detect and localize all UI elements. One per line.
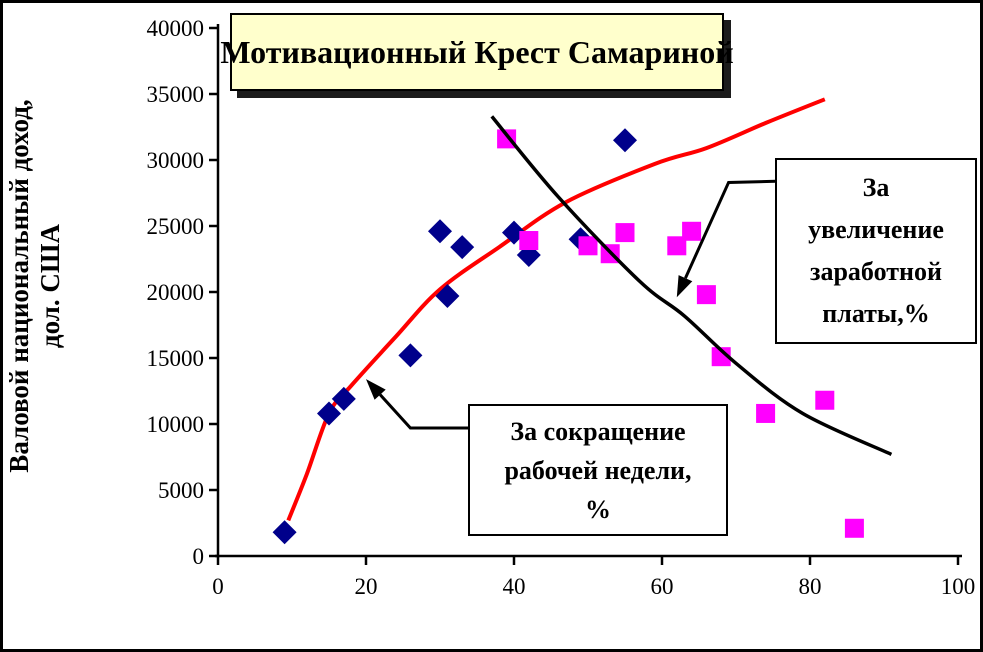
annotation-wage-line4: платы,%	[822, 299, 930, 329]
data-point-square	[756, 403, 776, 423]
y-tick-label: 35000	[147, 82, 205, 107]
y-tick-label: 5000	[158, 478, 204, 503]
annotation-arrowhead-0	[366, 379, 386, 400]
annotation-work-week-box: За сокращение рабочей недели, %	[468, 404, 728, 536]
x-tick-label: 100	[941, 574, 976, 599]
chart-plot-svg: 0 5000 10000 15000 20000 25000 30000 35000 40000…	[147, 16, 976, 599]
x-tick-label: 20	[355, 574, 378, 599]
annotation-arrow-line-1	[684, 179, 781, 279]
x-tick-label: 60	[651, 574, 674, 599]
data-point-diamond	[272, 520, 297, 545]
data-point-square	[815, 390, 835, 410]
data-point-diamond	[613, 128, 637, 153]
data-point-diamond	[450, 235, 475, 260]
y-tick-label: 30000	[147, 148, 205, 173]
annotation-wage-line1: За	[862, 172, 890, 202]
data-point-diamond	[428, 219, 452, 244]
y-tick-label: 15000	[147, 346, 205, 371]
x-tick-label: 0	[212, 574, 224, 599]
y-axis-title-line1: Валовой национальный доход,	[4, 99, 34, 473]
chart-title: Мотивационный Крест Самариной	[220, 33, 734, 70]
chart-title-box: Мотивационный Крест Самариной	[220, 13, 734, 91]
y-tick-label: 0	[193, 544, 205, 569]
annotation-arrowhead-1	[676, 275, 693, 298]
y-axis-title: Валовой национальный доход, дол. США	[4, 6, 70, 566]
data-point-diamond	[317, 401, 341, 426]
data-point-square	[578, 236, 598, 256]
data-point-diamond	[398, 343, 423, 368]
data-point-square	[696, 285, 716, 305]
y-axis-title-line2: дол. США	[35, 223, 66, 349]
y-tick-label: 20000	[147, 280, 205, 305]
y-tick-label: 10000	[147, 412, 205, 437]
annotation-wage-line3: заработной	[810, 257, 942, 286]
y-tick-label: 40000	[147, 16, 205, 41]
annotation-arrow-line-0	[379, 393, 470, 430]
x-tick-label: 80	[799, 574, 822, 599]
data-point-diamond	[331, 386, 356, 411]
data-point-square	[711, 347, 731, 367]
data-point-square	[844, 518, 864, 538]
data-point-square	[667, 236, 687, 256]
trend-line-wage	[490, 115, 893, 456]
annotation-work-week-line2: рабочей недели,	[504, 455, 692, 485]
data-point-diamond	[435, 283, 460, 308]
x-tick-label: 40	[503, 574, 526, 599]
annotation-work-week-line3: %	[585, 494, 611, 524]
data-point-square	[615, 223, 635, 243]
data-point-square	[519, 231, 539, 251]
annotation-wage-line2: увеличение	[808, 214, 944, 244]
data-point-square	[497, 129, 517, 149]
annotation-wage-box: За увеличение заработной платы,%	[775, 158, 977, 344]
y-tick-label: 25000	[147, 214, 205, 239]
annotation-work-week-line1: За сокращение	[510, 416, 686, 446]
data-point-square	[682, 221, 702, 241]
